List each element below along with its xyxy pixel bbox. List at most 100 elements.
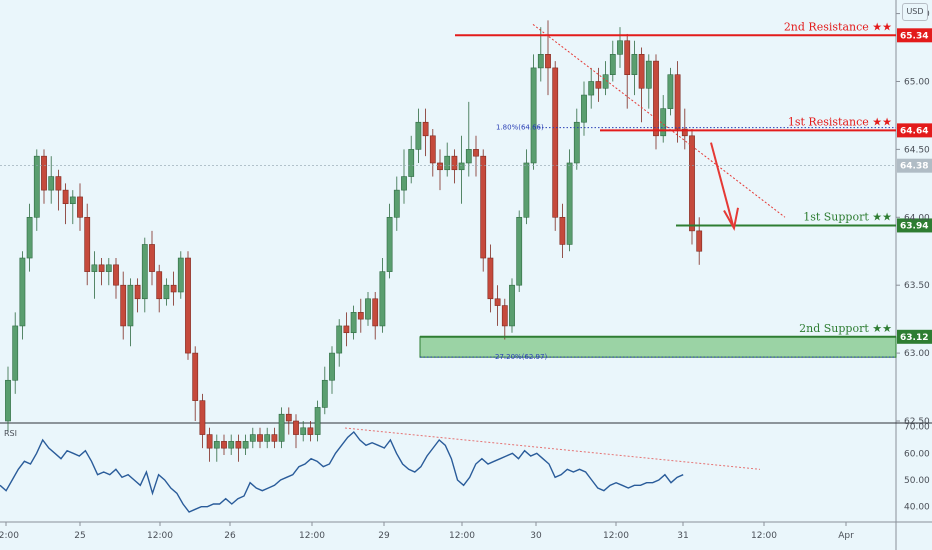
candle-body (257, 434, 263, 442)
time-tick-label: 25 (74, 531, 85, 541)
level-label: 2nd Support ★★ (799, 322, 892, 335)
candle-body (379, 271, 386, 327)
level-label: 1st Resistance ★★ (788, 115, 892, 128)
price-tick-label: 63.00 (904, 349, 930, 359)
candle-body (91, 264, 98, 272)
candle-body (156, 271, 163, 300)
rsi-panel: RSI (0, 427, 761, 513)
candle-body (602, 74, 609, 89)
candle-body (293, 420, 299, 435)
time-tick-label: Apr (838, 531, 854, 541)
candle-body (530, 67, 537, 164)
level-label: 1st Support ★★ (803, 210, 892, 223)
candle-body (523, 162, 530, 218)
candle-body (149, 244, 155, 272)
time-tick-label: 12:00 (449, 531, 475, 541)
candle-body (278, 413, 285, 442)
candle-body (192, 352, 199, 401)
candle-body (48, 176, 55, 191)
candle-body (609, 54, 616, 75)
candle-body (494, 298, 501, 306)
currency-label[interactable]: USD (902, 3, 928, 21)
fib-label: 27.20%(62.97) (495, 353, 547, 361)
price-tick-label: 65.00 (904, 77, 930, 87)
price-badge (897, 329, 932, 344)
candle-body (581, 94, 587, 123)
candle-body (573, 121, 580, 164)
time-tick-label: 12:00 (299, 531, 325, 541)
level-label: 2nd Resistance ★★ (784, 20, 892, 33)
candle-body (105, 264, 112, 272)
candle-body (5, 379, 11, 422)
price-axis: 65.5065.0064.5064.0063.5063.0062.5070.00… (896, 10, 930, 513)
candle-body (350, 312, 357, 334)
candle-body (372, 298, 379, 327)
price-tick-label: 64.00 (904, 213, 930, 223)
candle-body (242, 441, 249, 449)
candle-body (473, 149, 479, 157)
projection-arrow (710, 142, 734, 226)
support-zones (419, 336, 897, 358)
candle-body (689, 135, 695, 232)
candle-body (33, 155, 40, 218)
candle-body (206, 434, 213, 449)
candle-body (501, 305, 508, 327)
price-badge-text: 63.94 (900, 221, 928, 231)
rsi-tick-label: 50.00 (904, 476, 930, 486)
candle-body (77, 196, 83, 218)
rsi-line (0, 430, 684, 513)
candle-body (595, 81, 602, 89)
time-axis: 12:00 25 12:00 26 12:00 29 12:00 30 12:00 31 12:00… (0, 522, 854, 541)
candle-body (285, 413, 292, 422)
candle-body (393, 189, 400, 218)
candle-body (84, 216, 91, 272)
rsi-label: RSI (4, 429, 17, 438)
price-badge (897, 123, 932, 138)
candle-body (617, 40, 623, 55)
candle-body (458, 162, 465, 171)
candle-body (249, 434, 256, 442)
candle-body (437, 162, 443, 171)
candle-body (631, 54, 638, 75)
arrow-head (723, 207, 739, 231)
candle-body (199, 400, 206, 435)
time-tick-label: 29 (378, 531, 390, 541)
candle-body (12, 325, 19, 381)
time-tick-label: 26 (224, 531, 236, 541)
time-tick-label: 12:00 (603, 531, 629, 541)
candle-body (228, 441, 235, 449)
candle-body (264, 434, 271, 442)
candle-body (401, 176, 407, 191)
candle-body (537, 54, 544, 69)
candle-body (681, 128, 688, 137)
candle-body (235, 441, 242, 449)
price-tick-label: 64.50 (904, 145, 930, 155)
candle-body (422, 121, 429, 137)
support-zone (419, 336, 897, 358)
candle-body (653, 60, 659, 137)
price-badge-text: 63.12 (900, 333, 928, 343)
candle-body (69, 196, 76, 205)
candle-body (127, 284, 134, 327)
price-badge (897, 218, 932, 233)
candle-body (62, 189, 69, 205)
candle-body (41, 155, 47, 191)
candle-body (559, 216, 566, 245)
candle-body (329, 352, 335, 381)
candle-body (221, 441, 227, 449)
candle-body (674, 74, 681, 130)
candle-body (516, 216, 523, 286)
candle-body (134, 284, 141, 300)
candle-body (667, 74, 674, 109)
candle-body (566, 162, 573, 245)
candle-body (638, 54, 645, 89)
candle-body (185, 257, 191, 354)
candle-body (545, 54, 551, 69)
candle-body (509, 284, 515, 327)
price-badge-text: 65.34 (900, 31, 928, 41)
candle-body (357, 312, 364, 320)
candle-body (480, 155, 487, 259)
candle-body (408, 149, 415, 177)
